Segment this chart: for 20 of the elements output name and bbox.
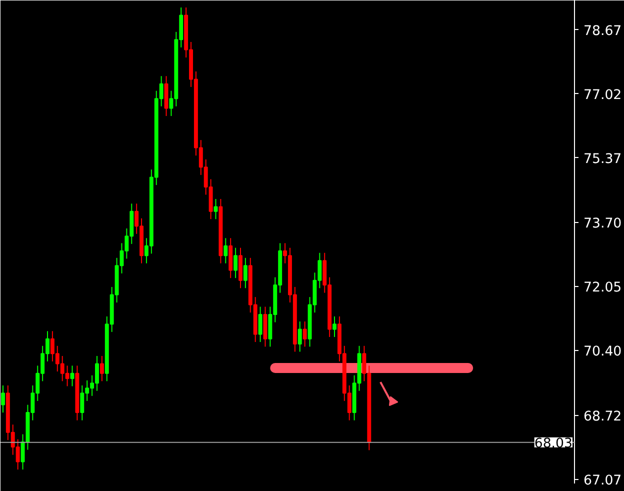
y-tick-label: 67.07: [584, 474, 622, 489]
y-tick-label: 68.72: [584, 410, 622, 425]
y-tick-label: 73.70: [584, 216, 622, 232]
y-tick-label: 78.67: [584, 24, 622, 39]
candlestick: [258, 306, 262, 343]
candlestick: [243, 257, 248, 289]
y-tick-label: 77.02: [584, 88, 622, 103]
candlestick: [224, 238, 228, 264]
candlestick: [302, 320, 307, 348]
candlestick: [70, 365, 74, 387]
y-tick-label: 70.40: [584, 344, 622, 360]
candlestick: [332, 316, 336, 338]
ref-line-label: 68.03: [534, 436, 572, 452]
candlestick: [298, 320, 302, 352]
candlestick: [100, 355, 104, 382]
candlestick: [214, 198, 218, 220]
candlestick: [0, 384, 5, 414]
y-tick-label: 75.37: [584, 152, 622, 167]
y-tick-label: 72.05: [584, 280, 622, 296]
candlestick: [234, 247, 238, 279]
